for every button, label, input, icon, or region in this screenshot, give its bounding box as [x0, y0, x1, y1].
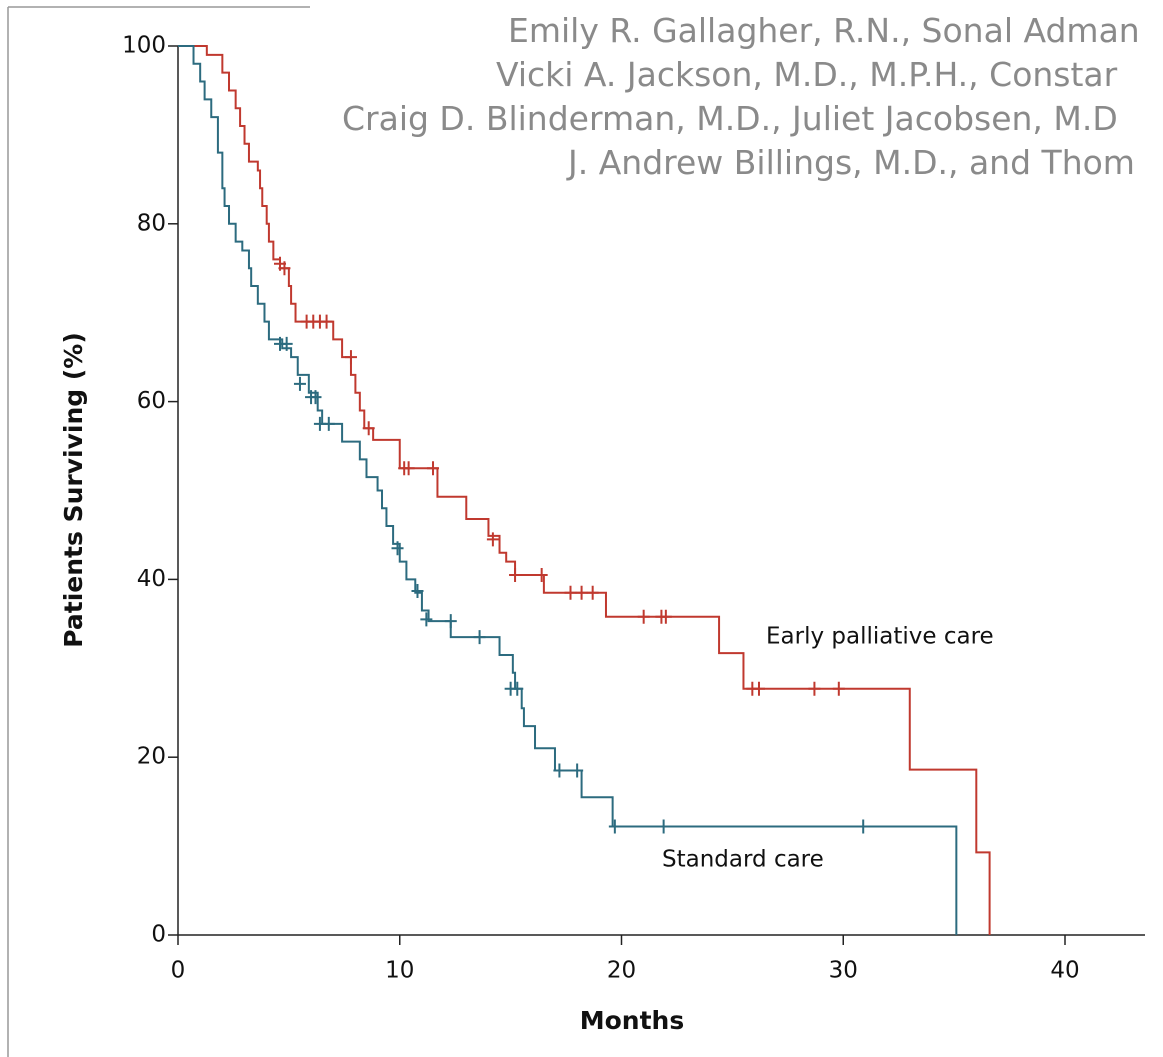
- series-label: Early palliative care: [766, 624, 994, 650]
- y-tick-label: 80: [137, 210, 166, 236]
- x-tick-label: 30: [829, 958, 858, 984]
- censor-mark: [320, 314, 333, 329]
- censor-mark: [293, 376, 306, 391]
- y-tick-label: 0: [151, 922, 166, 948]
- byline-line: Vicki A. Jackson, M.D., M.P.H., Constar: [496, 55, 1118, 94]
- censor-mark: [444, 614, 457, 629]
- censor-mark: [857, 819, 870, 834]
- censor-mark: [427, 461, 440, 476]
- censor-mark: [309, 390, 322, 405]
- censor-mark: [659, 609, 672, 624]
- censor-mark: [832, 681, 845, 696]
- censor-mark: [420, 612, 433, 627]
- byline-line: Craig D. Blinderman, M.D., Juliet Jacobs…: [342, 99, 1118, 138]
- censor-mark: [402, 461, 415, 476]
- y-axis-title: Patients Surviving (%): [59, 332, 88, 648]
- censor-mark: [608, 819, 621, 834]
- censor-mark: [657, 819, 670, 834]
- survival-curve: [178, 45, 958, 935]
- censor-mark: [752, 681, 765, 696]
- censor-mark: [473, 630, 486, 645]
- y-tick-label: 20: [137, 744, 166, 770]
- censor-mark: [571, 763, 584, 778]
- censor-mark: [322, 416, 335, 431]
- x-tick-label: 0: [171, 958, 186, 984]
- y-tick-label: 40: [137, 566, 166, 592]
- censor-mark: [575, 585, 588, 600]
- censor-mark: [511, 681, 524, 696]
- x-tick-label: 20: [607, 958, 636, 984]
- censor-mark: [808, 681, 821, 696]
- censor-mark: [586, 585, 599, 600]
- y-tick-label: 100: [122, 33, 166, 59]
- censor-mark: [553, 763, 566, 778]
- series-label: Standard care: [662, 847, 824, 873]
- censor-mark: [564, 585, 577, 600]
- censor-mark: [278, 261, 291, 276]
- censor-mark: [535, 567, 548, 582]
- censor-mark: [509, 567, 522, 582]
- x-axis-title: Months: [580, 1006, 684, 1035]
- byline-line: Emily R. Gallagher, R.N., Sonal Adman: [508, 11, 1140, 50]
- censor-mark: [391, 541, 404, 556]
- censor-mark: [411, 583, 424, 598]
- x-tick-label: 10: [385, 958, 414, 984]
- censor-mark: [362, 421, 375, 436]
- x-tick-label: 40: [1050, 958, 1079, 984]
- byline-line: J. Andrew Billings, M.D., and Thom: [566, 143, 1135, 182]
- censor-mark: [637, 609, 650, 624]
- survival-curve: [178, 45, 991, 935]
- y-tick-label: 60: [137, 388, 166, 414]
- censor-mark: [344, 350, 357, 365]
- censor-mark: [486, 532, 499, 547]
- censor-mark: [280, 336, 293, 351]
